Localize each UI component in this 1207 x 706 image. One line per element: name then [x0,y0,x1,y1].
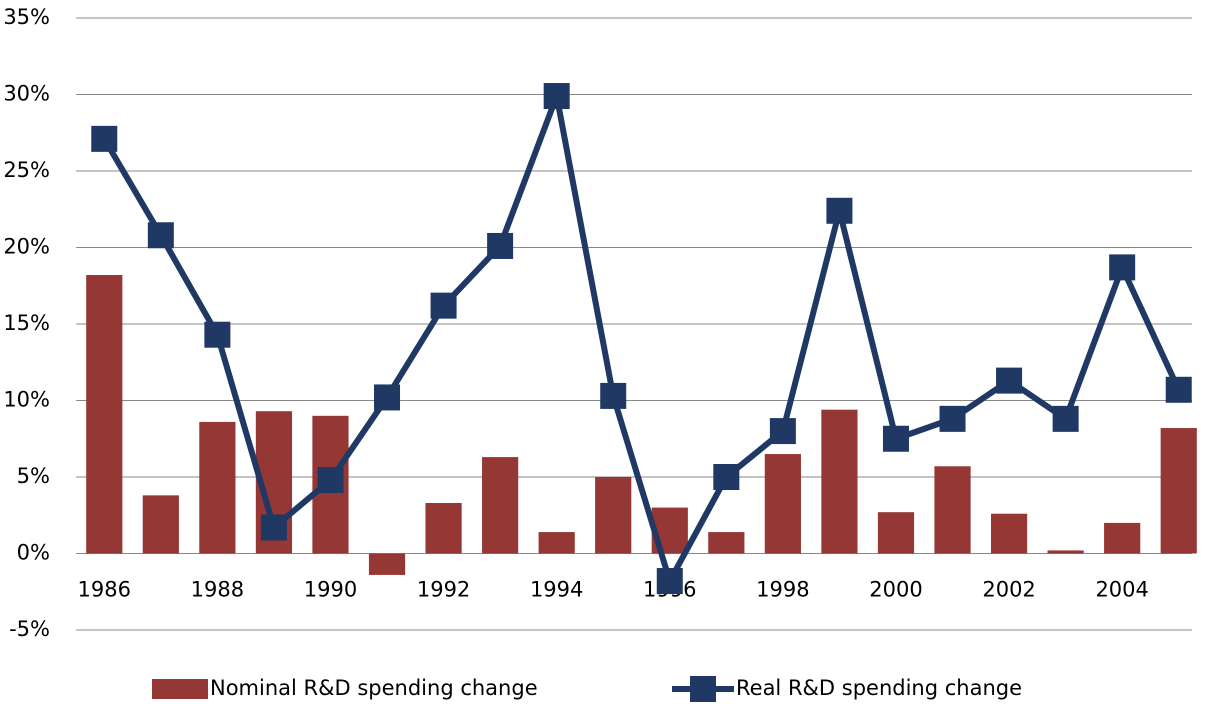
marker [1165,376,1192,403]
y-tick-label: 25% [3,158,50,182]
marker [147,222,174,249]
y-tick-label: 10% [3,388,50,412]
bar [1160,428,1197,554]
x-tick-label: 2002 [982,578,1035,602]
marker [1109,254,1136,281]
x-tick-label: 1992 [417,578,470,602]
marker [374,384,401,411]
marker [769,418,796,445]
bar [482,457,519,554]
marker [1052,405,1079,432]
y-tick-label: 20% [3,235,50,259]
bar [877,512,915,554]
marker [882,425,909,452]
x-tick-label: 1986 [78,578,131,602]
x-tick-label: 2000 [869,578,922,602]
bar [821,409,858,554]
bar [199,421,236,554]
y-tick-label: 0% [17,541,50,565]
line [101,93,1182,585]
marker [260,514,287,541]
x-tick-label: 1998 [756,578,809,602]
x-tick-label: 1988 [191,578,244,602]
bar [708,532,745,554]
bar [142,495,179,554]
x-tick-label: 2004 [1095,578,1148,602]
marker [430,292,457,319]
marker [317,467,344,494]
bar [86,275,123,554]
marker [600,382,627,409]
y-tick-label: -5% [9,617,50,641]
bar [595,477,632,554]
x-tick-label: 1990 [304,578,357,602]
bar [1047,550,1084,554]
bar [538,532,575,554]
marker [656,568,683,595]
bar [764,454,801,554]
bar [368,553,406,575]
bar [1104,522,1141,554]
y-tick-label: 35% [3,5,50,29]
y-tick-label: 30% [3,82,50,106]
bar [425,503,462,554]
bar [990,513,1028,554]
marker [487,232,514,259]
legend-swatch [152,679,208,699]
marker [713,464,740,490]
legend-swatch [690,676,716,702]
legend-label: Real R&D spending change [736,676,1022,700]
marker [543,83,570,110]
marker [826,197,853,224]
marker [91,125,118,152]
bar [934,466,971,554]
marker [204,321,231,348]
legend-label: Nominal R&D spending change [210,676,538,700]
marker [939,405,966,432]
y-tick-label: 5% [17,464,50,488]
y-tick-label: 15% [3,311,50,335]
x-tick-label: 1994 [530,578,583,602]
marker [996,367,1023,394]
